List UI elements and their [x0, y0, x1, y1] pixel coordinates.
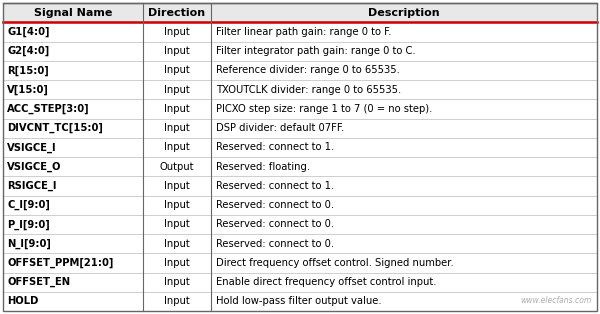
Text: G2[4:0]: G2[4:0]: [7, 46, 49, 56]
Text: Input: Input: [164, 277, 190, 287]
Text: Signal Name: Signal Name: [34, 8, 112, 18]
Bar: [3, 118, 597, 138]
Text: Enable direct frequency offset control input.: Enable direct frequency offset control i…: [216, 277, 436, 287]
Text: Input: Input: [164, 27, 190, 37]
Bar: [3, 273, 597, 292]
Bar: [3, 196, 597, 215]
Bar: [3, 99, 597, 118]
Bar: [3, 3, 597, 22]
Text: Output: Output: [160, 162, 194, 172]
Text: Input: Input: [164, 219, 190, 229]
Text: Input: Input: [164, 296, 190, 306]
Text: Reserved: connect to 0.: Reserved: connect to 0.: [216, 219, 334, 229]
Text: ACC_STEP[3:0]: ACC_STEP[3:0]: [7, 104, 89, 114]
Bar: [3, 80, 597, 99]
Text: PICXO step size: range 1 to 7 (0 = no step).: PICXO step size: range 1 to 7 (0 = no st…: [216, 104, 432, 114]
Text: Hold low-pass filter output value.: Hold low-pass filter output value.: [216, 296, 382, 306]
Bar: [3, 157, 597, 176]
Bar: [3, 138, 597, 157]
Text: TXOUTCLK divider: range 0 to 65535.: TXOUTCLK divider: range 0 to 65535.: [216, 85, 401, 95]
Text: Input: Input: [164, 46, 190, 56]
Text: DIVCNT_TC[15:0]: DIVCNT_TC[15:0]: [7, 123, 103, 133]
Text: Reference divider: range 0 to 65535.: Reference divider: range 0 to 65535.: [216, 65, 400, 75]
Text: Input: Input: [164, 104, 190, 114]
Bar: [3, 176, 597, 196]
Text: G1[4:0]: G1[4:0]: [7, 27, 49, 37]
Text: Input: Input: [164, 200, 190, 210]
Text: V[15:0]: V[15:0]: [7, 84, 49, 95]
Bar: [3, 215, 597, 234]
Bar: [3, 61, 597, 80]
Text: Input: Input: [164, 85, 190, 95]
Text: OFFSET_PPM[21:0]: OFFSET_PPM[21:0]: [7, 258, 113, 268]
Bar: [3, 234, 597, 253]
Text: Input: Input: [164, 123, 190, 133]
Text: P_I[9:0]: P_I[9:0]: [7, 219, 50, 230]
Bar: [3, 22, 597, 41]
Text: R[15:0]: R[15:0]: [7, 65, 49, 75]
Text: Input: Input: [164, 142, 190, 152]
Text: Reserved: connect to 1.: Reserved: connect to 1.: [216, 181, 334, 191]
Bar: [3, 253, 597, 273]
Text: VSIGCE_O: VSIGCE_O: [7, 161, 62, 172]
Text: Input: Input: [164, 239, 190, 249]
Text: Input: Input: [164, 65, 190, 75]
Text: www.elecfans.com: www.elecfans.com: [521, 296, 592, 305]
Text: C_I[9:0]: C_I[9:0]: [7, 200, 50, 210]
Text: Direction: Direction: [148, 8, 205, 18]
Text: Reserved: connect to 0.: Reserved: connect to 0.: [216, 239, 334, 249]
Text: Input: Input: [164, 181, 190, 191]
Text: VSIGCE_I: VSIGCE_I: [7, 142, 56, 153]
Text: Input: Input: [164, 258, 190, 268]
Text: DSP divider: default 07FF.: DSP divider: default 07FF.: [216, 123, 344, 133]
Text: Filter integrator path gain: range 0 to C.: Filter integrator path gain: range 0 to …: [216, 46, 416, 56]
Text: Reserved: connect to 0.: Reserved: connect to 0.: [216, 200, 334, 210]
Text: Reserved: floating.: Reserved: floating.: [216, 162, 310, 172]
Text: HOLD: HOLD: [7, 296, 38, 306]
Bar: [3, 41, 597, 61]
Text: Direct frequency offset control. Signed number.: Direct frequency offset control. Signed …: [216, 258, 454, 268]
Text: RSIGCE_I: RSIGCE_I: [7, 181, 56, 191]
Text: Reserved: connect to 1.: Reserved: connect to 1.: [216, 142, 334, 152]
Bar: [3, 292, 597, 311]
Text: Filter linear path gain: range 0 to F.: Filter linear path gain: range 0 to F.: [216, 27, 391, 37]
Text: N_I[9:0]: N_I[9:0]: [7, 239, 51, 249]
Text: Description: Description: [368, 8, 440, 18]
Text: OFFSET_EN: OFFSET_EN: [7, 277, 70, 287]
